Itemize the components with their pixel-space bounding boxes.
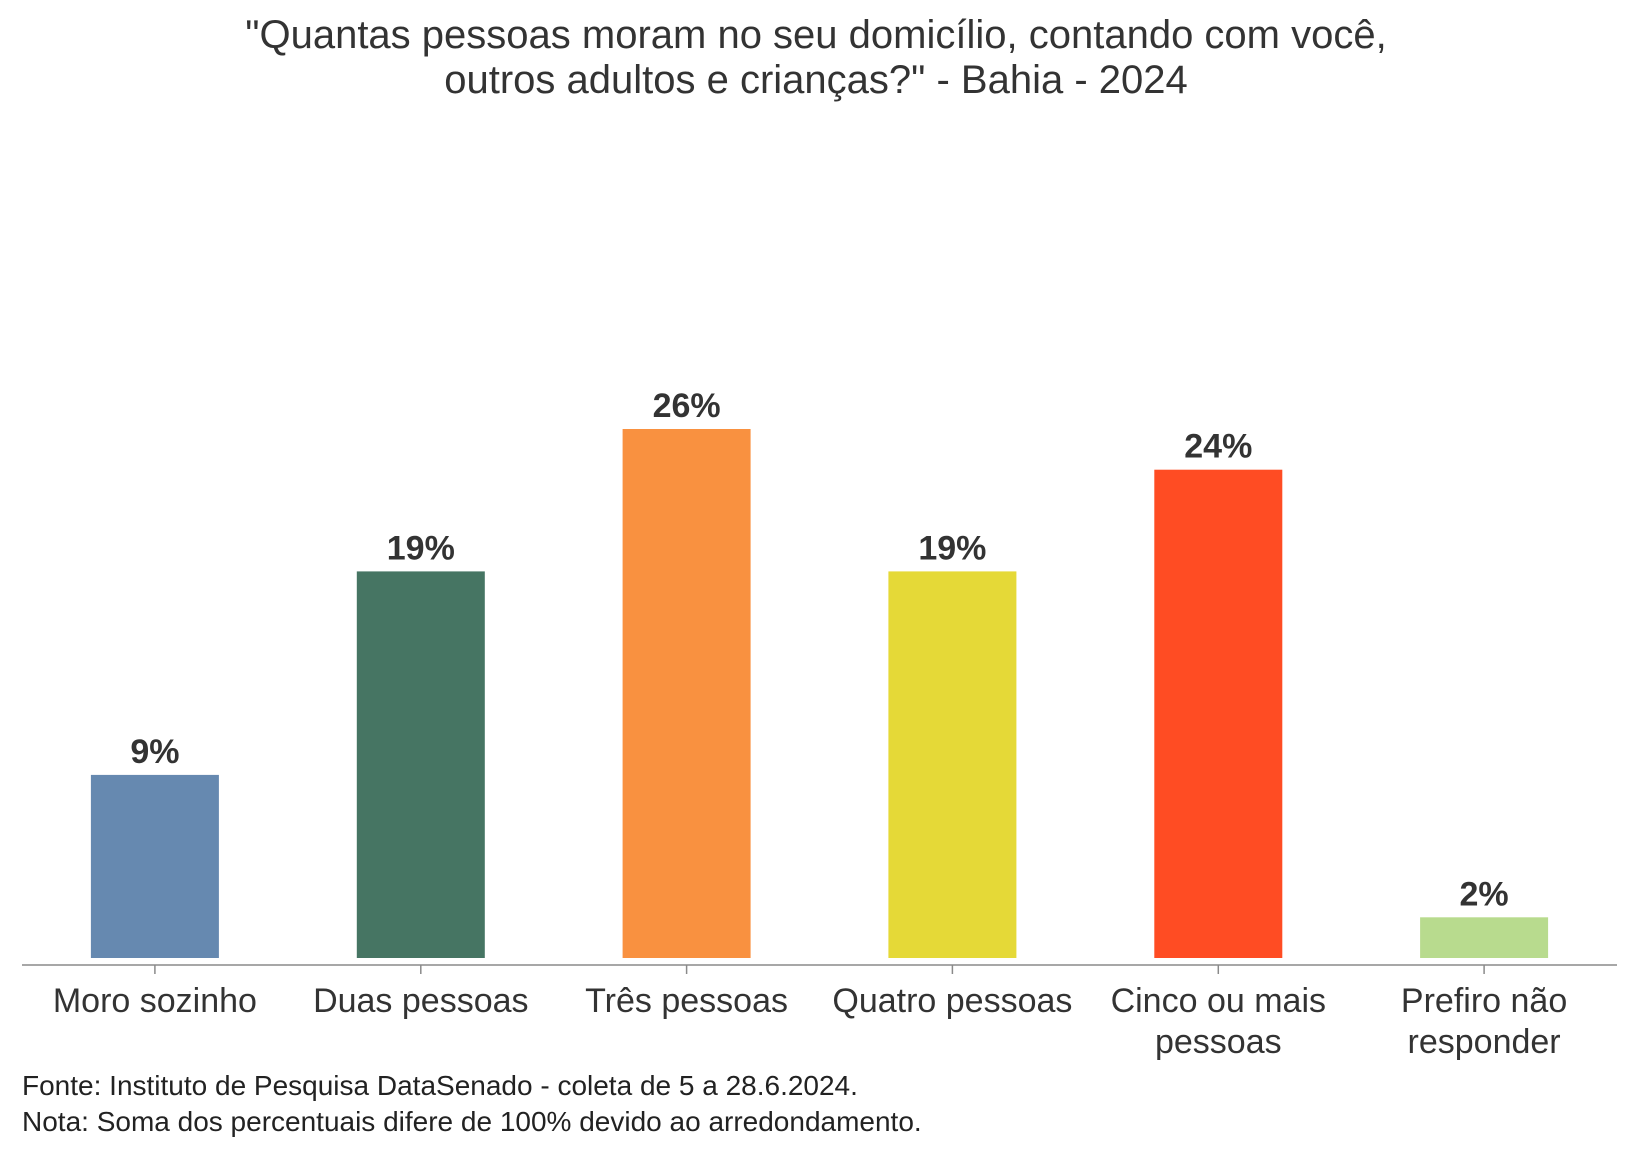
bar-2 bbox=[356, 571, 485, 958]
bar-6 bbox=[1420, 917, 1549, 958]
chart-title-line-1: "Quantas pessoas moram no seu domicílio,… bbox=[245, 13, 1386, 57]
x-axis-ticks bbox=[154, 965, 1485, 974]
bar-1 bbox=[90, 774, 219, 958]
chart-title: "Quantas pessoas moram no seu domicílio,… bbox=[245, 13, 1386, 102]
bars bbox=[90, 429, 1549, 958]
bar-5 bbox=[1154, 469, 1283, 958]
footer-source: Fonte: Instituto de Pesquisa DataSenado … bbox=[22, 1070, 858, 1101]
x-tick-label-5-line-2: pessoas bbox=[1155, 1023, 1282, 1061]
chart-title-line-2: outros adultos e crianças?" - Bahia - 20… bbox=[444, 58, 1188, 102]
x-tick-label-5-line-1: Cinco ou mais bbox=[1111, 982, 1326, 1020]
x-tick-label-2: Duas pessoas bbox=[313, 982, 528, 1020]
value-label-5: 24% bbox=[1184, 428, 1252, 466]
footer-note: Nota: Soma dos percentuais difere de 100… bbox=[22, 1106, 922, 1137]
x-tick-label-6-line-1: Prefiro não bbox=[1401, 982, 1567, 1020]
x-tick-label-1: Moro sozinho bbox=[53, 982, 257, 1020]
x-tick-label-3: Três pessoas bbox=[585, 982, 788, 1020]
x-tick-label-6-line-2: responder bbox=[1408, 1023, 1561, 1061]
value-label-4: 19% bbox=[918, 529, 986, 567]
value-labels: 9% 19% 26% 19% 24% 2% bbox=[130, 387, 1508, 913]
value-label-6: 2% bbox=[1460, 875, 1509, 913]
x-tick-label-4: Quatro pessoas bbox=[832, 982, 1072, 1020]
value-label-2: 19% bbox=[387, 529, 455, 567]
value-label-3: 26% bbox=[653, 387, 721, 425]
value-label-1: 9% bbox=[130, 733, 179, 771]
bar-4 bbox=[888, 571, 1017, 958]
bar-3 bbox=[622, 429, 751, 958]
x-axis-tick-labels: Moro sozinho Duas pessoas Três pessoas Quat… bbox=[53, 982, 1567, 1061]
